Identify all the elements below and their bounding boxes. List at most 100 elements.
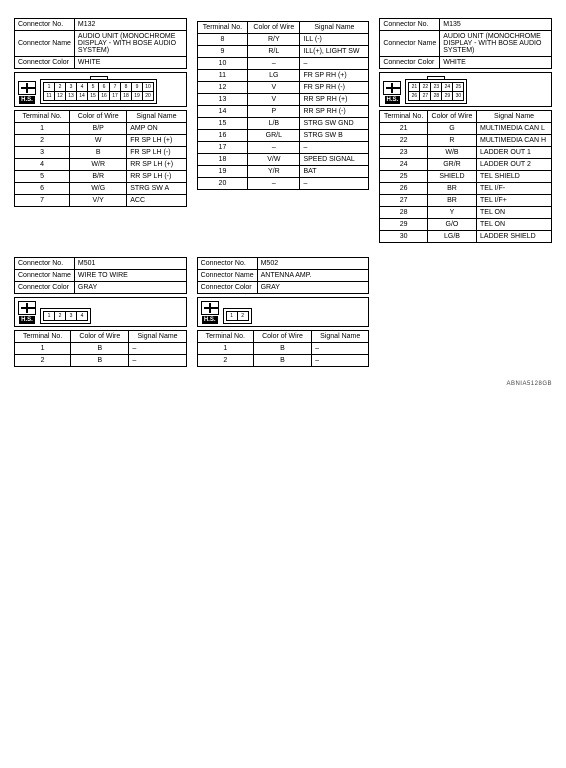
cell: 26 [380, 183, 428, 195]
table-row: 13VRR SP RH (+) [197, 94, 369, 106]
cell: TEL SHIELD [477, 171, 552, 183]
cell: LADDER SHIELD [477, 231, 552, 243]
cell: RR SP LH (-) [127, 171, 186, 183]
table-row: 8R/YILL (-) [197, 34, 369, 46]
pin-cell: 3 [66, 312, 76, 320]
footer-code: ABNIA5128GB [14, 381, 552, 387]
cell: 5 [15, 171, 70, 183]
cell: R [427, 135, 476, 147]
col-terminalNo: Terminal No. [380, 111, 428, 123]
m501-color: GRAY [74, 282, 186, 294]
table-row: 2B– [197, 355, 369, 367]
cell: SPEED SIGNAL [300, 154, 369, 166]
m501-header-table: Connector No. M501 Connector Name WIRE T… [14, 257, 187, 294]
cell: TEL ON [477, 207, 552, 219]
table-row: 25SHIELDTEL SHIELD [380, 171, 552, 183]
cell: 10 [197, 58, 248, 70]
pin-cell: 27 [420, 92, 430, 100]
m132-pinout-table-2: Terminal No.Color of WireSignal Name8R/Y… [197, 21, 370, 190]
cell: W/G [70, 183, 127, 195]
table-row: 29G/OTEL ON [380, 219, 552, 231]
table-row: 30LG/BLADDER SHIELD [380, 231, 552, 243]
table-row: 27BRTEL I/F+ [380, 195, 552, 207]
cell: 2 [197, 355, 253, 367]
table-row: 9R/LILL(+), LIGHT SW [197, 46, 369, 58]
col-terminalNo: Terminal No. [197, 331, 253, 343]
m135-pinout-table: Terminal No.Color of WireSignal Name21GM… [379, 110, 552, 243]
cell: 22 [380, 135, 428, 147]
cell: BR [427, 183, 476, 195]
m135-name: AUDIO UNIT (MONOCHROME DISPLAY - WITH BO… [440, 31, 552, 57]
pin-cell: 7 [110, 83, 120, 91]
empty-col [379, 257, 552, 367]
cell: SHIELD [427, 171, 476, 183]
cell: – [129, 343, 186, 355]
pin-cell: 4 [77, 83, 87, 91]
cell: 15 [197, 118, 248, 130]
m502-color: GRAY [257, 282, 369, 294]
cell: STRG SW B [300, 130, 369, 142]
m501-no: M501 [74, 258, 186, 270]
table-row: 26BRTEL I/F- [380, 183, 552, 195]
connector-m132-cont: Terminal No.Color of WireSignal Name8R/Y… [197, 18, 370, 243]
cell: 19 [197, 166, 248, 178]
cell: 29 [380, 219, 428, 231]
cell: W/B [427, 147, 476, 159]
cell: V/W [248, 154, 300, 166]
pin-cell: 16 [99, 92, 109, 100]
hs-icon [18, 301, 36, 315]
table-row: 5B/RRR SP LH (-) [15, 171, 187, 183]
cell: 3 [15, 147, 70, 159]
pin-cell: 12 [55, 92, 65, 100]
cell: – [248, 142, 300, 154]
m502-header-table: Connector No. M502 Connector Name ANTENN… [197, 257, 370, 294]
cell: 30 [380, 231, 428, 243]
cell: 2 [15, 135, 70, 147]
cell: – [300, 178, 369, 190]
m132-connector-diagram: 1234567891011121314151617181920 [40, 76, 157, 104]
cell: – [129, 355, 186, 367]
cell: BR [427, 195, 476, 207]
connector-m502: Connector No. M502 Connector Name ANTENN… [197, 257, 370, 367]
m502-connector-diagram: 12 [223, 308, 252, 324]
table-row: 15L/BSTRG SW GND [197, 118, 369, 130]
cell: GR/R [427, 159, 476, 171]
m502-name: ANTENNA AMP. [257, 270, 369, 282]
cell: 4 [15, 159, 70, 171]
cell: ACC [127, 195, 186, 207]
table-row: 18V/WSPEED SIGNAL [197, 154, 369, 166]
m502-pinout-table: Terminal No.Color of WireSignal Name1B–2… [197, 330, 370, 367]
pin-cell: 29 [442, 92, 452, 100]
cell: – [300, 142, 369, 154]
cell: – [248, 58, 300, 70]
col-signalName: Signal Name [477, 111, 552, 123]
cell: B [253, 355, 311, 367]
pin-cell: 2 [55, 83, 65, 91]
pin-cell: 17 [110, 92, 120, 100]
cell: – [312, 355, 369, 367]
cell: 16 [197, 130, 248, 142]
cell: B/R [70, 171, 127, 183]
pin-cell: 25 [453, 83, 463, 91]
cell: 18 [197, 154, 248, 166]
cell: R/L [248, 46, 300, 58]
cell: 23 [380, 147, 428, 159]
cell: ILL(+), LIGHT SW [300, 46, 369, 58]
col-signalName: Signal Name [129, 331, 186, 343]
pin-cell: 10 [143, 83, 153, 91]
cell: 11 [197, 70, 248, 82]
pin-cell: 2 [55, 312, 65, 320]
pin-cell: 21 [409, 83, 419, 91]
pin-cell: 24 [442, 83, 452, 91]
pin-cell: 30 [453, 92, 463, 100]
cell: B [70, 147, 127, 159]
table-row: 3BFR SP LH (-) [15, 147, 187, 159]
pin-cell: 11 [44, 92, 54, 100]
cell: 1 [15, 123, 70, 135]
table-row: 12VFR SP RH (-) [197, 82, 369, 94]
table-row: 14PRR SP RH (-) [197, 106, 369, 118]
pin-cell: 9 [132, 83, 142, 91]
table-row: 16GR/LSTRG SW B [197, 130, 369, 142]
m132-header-table: Connector No. M132 Connector Name AUDIO … [14, 18, 187, 69]
cell: FR SP RH (-) [300, 82, 369, 94]
